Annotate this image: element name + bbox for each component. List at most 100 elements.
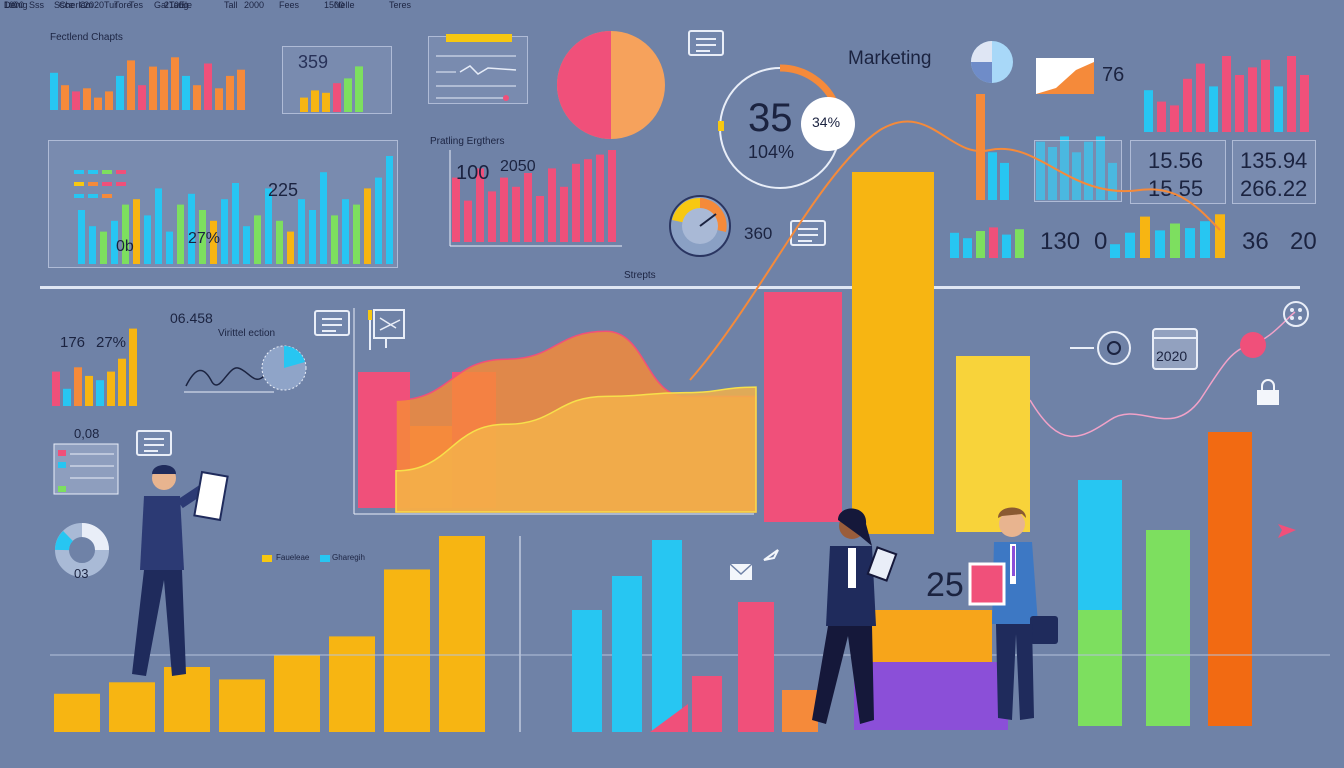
person-with-phone: [812, 508, 898, 724]
ml-bars-bar: [78, 210, 85, 264]
row-bars-a-bar: [963, 238, 972, 258]
tr-bars-bar: [1144, 90, 1153, 132]
big-right-bar-chart: [764, 172, 1252, 726]
ml-bars-bar: [342, 199, 349, 264]
bottom-bar: [439, 536, 485, 732]
mid-bars-bar: [476, 168, 484, 242]
bottom-bar: [274, 655, 320, 732]
ml-bars-bar: [364, 188, 371, 264]
ml-bars-bar: [386, 156, 393, 264]
bottom-bar: [54, 693, 100, 732]
mr-bars-bar: [1036, 141, 1045, 200]
mid-bars-bar: [572, 163, 580, 242]
report-icon: [368, 309, 405, 350]
number-a1: 15.56: [1148, 148, 1204, 173]
document-icon: [314, 310, 350, 336]
tl-bars-bar: [160, 69, 168, 110]
row-bars-a-bar: [1015, 229, 1024, 258]
stat-359: 359: [298, 52, 329, 72]
mr-bars-bar: [1000, 162, 1009, 200]
document-icon: [790, 220, 826, 246]
bottom-ticks-label: Teres: [389, 0, 412, 10]
sm-bars-bar: [107, 371, 115, 406]
p359-bar: [322, 92, 330, 112]
ml-bars-bar: [89, 226, 96, 264]
main-area-chart: [358, 330, 757, 513]
person-with-briefcase: [968, 507, 1058, 720]
p359-bar: [300, 97, 308, 112]
ml-bars-bar: [309, 210, 316, 264]
bottom-ticks-label: Tang: [169, 0, 189, 10]
marketing-area-icon: [1036, 58, 1094, 94]
mid-bars-bar: [512, 186, 520, 242]
tr-bars-bar: [1170, 105, 1179, 132]
cluster-panel: [1034, 140, 1122, 202]
calendar-year: 2020: [1156, 348, 1188, 364]
tl-bars-bar: [94, 97, 102, 110]
row-bars-a-bar: [1002, 234, 1011, 258]
gauge-value: 35: [748, 96, 793, 140]
row-bars-b-bar: [1125, 232, 1135, 258]
mid-bars-bar: [548, 168, 556, 242]
legend-label-b: Gharegih: [332, 553, 365, 562]
small-value-27: 27%: [96, 334, 127, 351]
row-bars-a-bar: [950, 232, 959, 258]
bottom-bar: [384, 569, 430, 732]
tl-bars-bar: [226, 75, 234, 110]
mid-bottom-bar: [612, 576, 642, 732]
tl-ticks-label: Cm: [79, 0, 93, 10]
section-divider: [40, 286, 1300, 289]
multi-bar-chart: [78, 156, 393, 264]
multi-value-225: 225: [268, 180, 299, 200]
tl-ticks-label: Gal: [154, 0, 169, 10]
tl-ticks-label: Lr0: [4, 0, 18, 10]
mid-bottom-bar: [692, 676, 722, 732]
ml-bars-bar: [287, 231, 294, 264]
stat-panel-bars: [300, 66, 363, 112]
network-icon: [1283, 301, 1309, 327]
mr-bars-bar: [1096, 136, 1105, 200]
top-left-bar-chart: [50, 57, 245, 110]
tl-bars-bar: [138, 85, 146, 110]
number-a2: 15.55: [1148, 176, 1204, 201]
ml-bars-bar: [254, 215, 261, 264]
tr-bars-bar: [1248, 67, 1257, 132]
viewer-label: Virittel ection: [218, 328, 276, 339]
tl-bars-bar: [215, 88, 223, 110]
row-bars-b-bar: [1140, 216, 1150, 258]
tr-bars-bar: [1183, 78, 1192, 132]
mr-bars-bar: [976, 94, 985, 200]
top-left-x-ticks: Lr0 Sss Ssce Cm Tur Tes Gal Ele: [0, 0, 200, 12]
tr-bars-bar: [1235, 75, 1244, 132]
mini-bars-b: [1110, 214, 1225, 258]
marketing-title: Marketing: [848, 48, 932, 69]
donut-value: 03: [74, 566, 89, 581]
bottom-bar-chart: [54, 536, 485, 732]
tl-bars-bar: [182, 75, 190, 110]
donut-chart: [55, 523, 109, 577]
small-bar-chart: [52, 328, 137, 406]
sm-bars-bar: [85, 375, 93, 406]
sm-bars-bar: [118, 358, 126, 406]
bottom-bar: [109, 682, 155, 732]
row-bars-a-bar: [989, 227, 998, 258]
tl-bars-bar: [204, 63, 212, 110]
mid-bars-bar: [596, 154, 604, 242]
top-right-bar-chart: [1144, 56, 1309, 132]
tr-bars-bar: [1209, 86, 1218, 132]
ml-bars-bar: [188, 193, 195, 264]
mid-bars-bar: [500, 177, 508, 242]
tl-ticks-label: Tur: [104, 0, 118, 10]
multi-value-0b: 0b: [116, 238, 134, 255]
number-panel-b: [1232, 140, 1316, 204]
mid-bars-bar: [560, 186, 568, 242]
wave-widget: [184, 345, 307, 393]
bottom-legend: [262, 555, 330, 562]
mid-pink-bar-chart: [452, 150, 616, 242]
person-with-tablet: [132, 465, 229, 676]
mini-value-130: 130: [1040, 228, 1081, 255]
ml-bars-bar: [133, 199, 140, 264]
main-ticks-label: 2000: [244, 0, 265, 10]
main-x-ticks: 1000 2020 2100 2000 1500: [0, 0, 400, 26]
